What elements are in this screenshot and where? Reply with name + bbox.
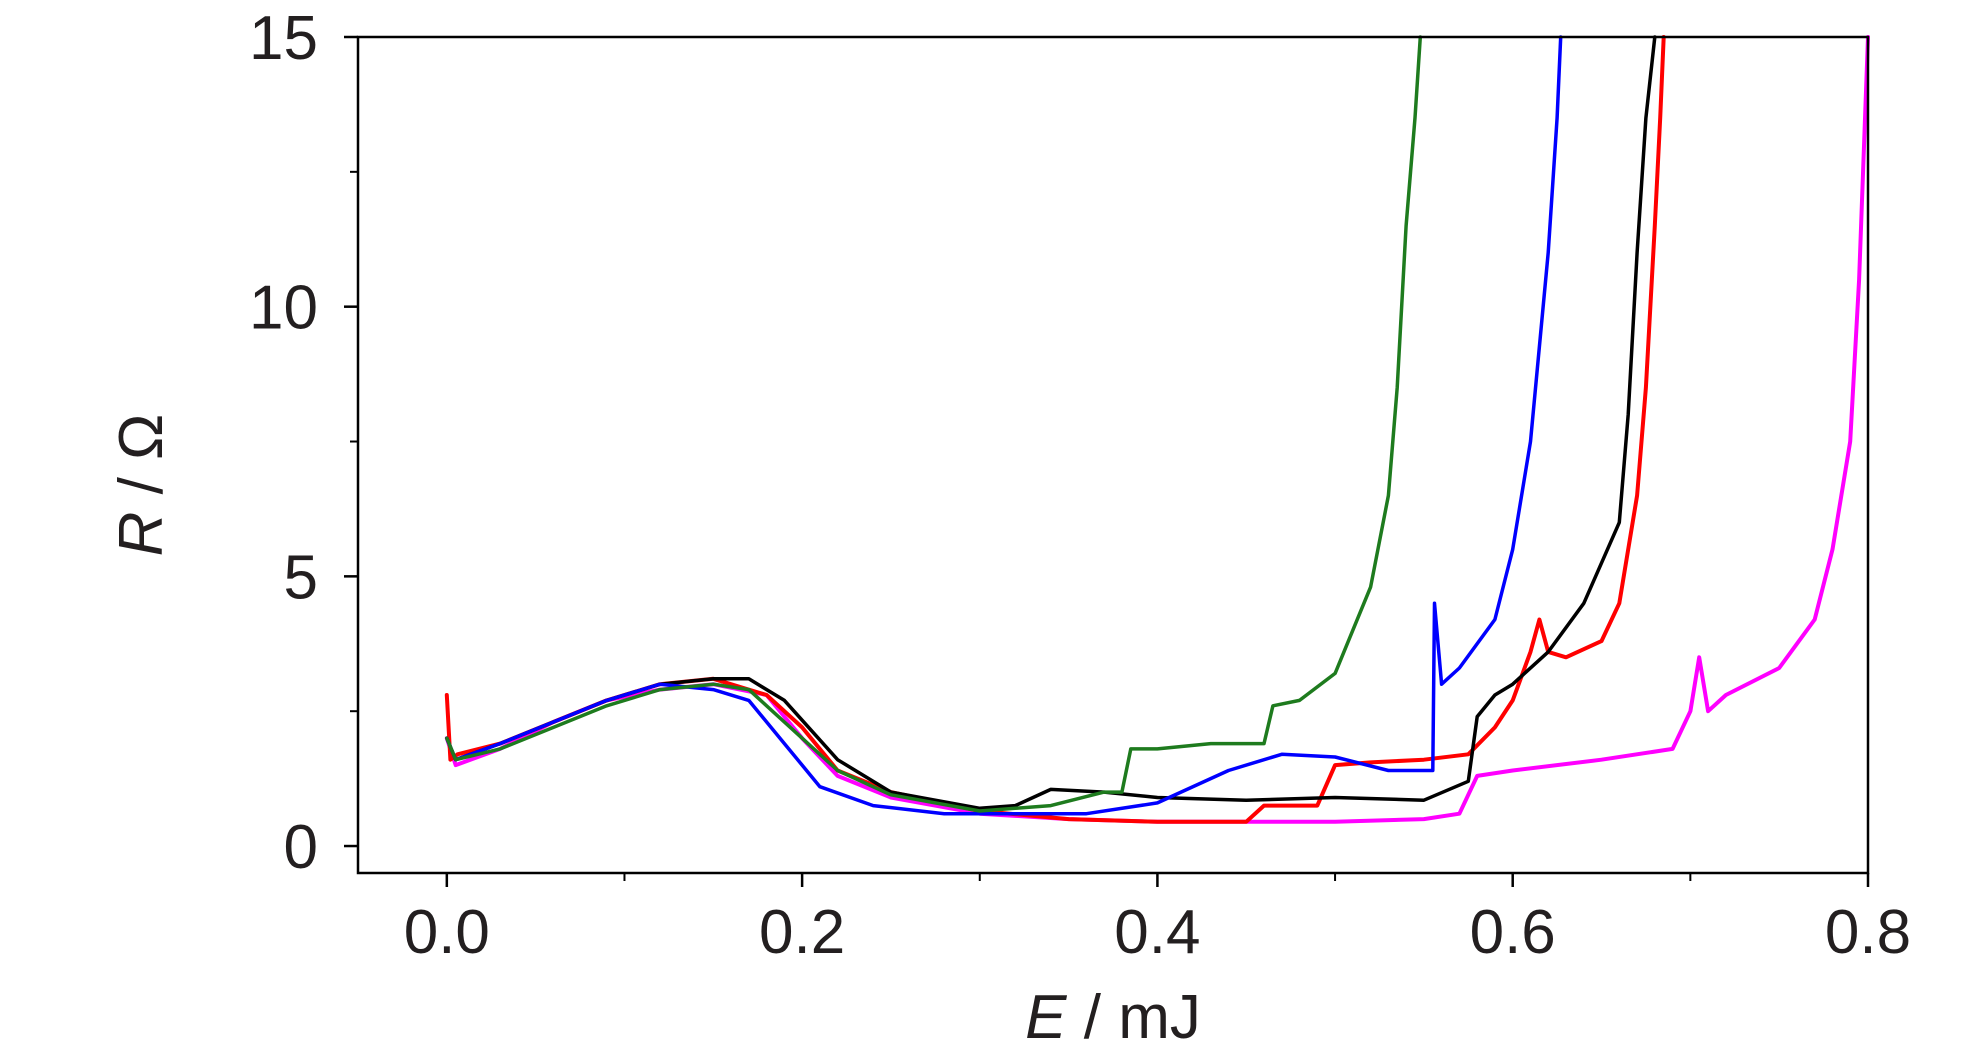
y-tick-label: 0 bbox=[284, 813, 318, 882]
y-tick-label: 15 bbox=[249, 4, 318, 73]
x-tick-label: 0.2 bbox=[759, 898, 845, 967]
x-tick-label: 0.4 bbox=[1114, 898, 1200, 967]
y-axis-unit: / Ω bbox=[107, 414, 176, 512]
y-tick-label: 5 bbox=[284, 543, 318, 612]
series-line-4 bbox=[445, 35, 1563, 816]
plot-frame bbox=[356, 35, 1870, 875]
x-tick-label: 0.8 bbox=[1825, 898, 1911, 967]
x-tick-label: 0.0 bbox=[404, 898, 490, 967]
y-axis-symbol: R bbox=[107, 512, 176, 557]
series-line-5 bbox=[445, 35, 1423, 813]
x-tick-label: 0.6 bbox=[1470, 898, 1556, 967]
x-axis-unit: / mJ bbox=[1067, 983, 1201, 1052]
tick-layer: 0.0 0.2 0.4 0.6 0.8 0 5 10 15 bbox=[249, 4, 1911, 967]
y-axis-title: R / Ω bbox=[107, 414, 176, 557]
x-axis-symbol: E bbox=[1025, 983, 1067, 1052]
series-layer bbox=[444, 35, 1870, 824]
x-axis-title: E / mJ bbox=[1025, 983, 1201, 1052]
y-tick-label: 10 bbox=[249, 274, 318, 343]
